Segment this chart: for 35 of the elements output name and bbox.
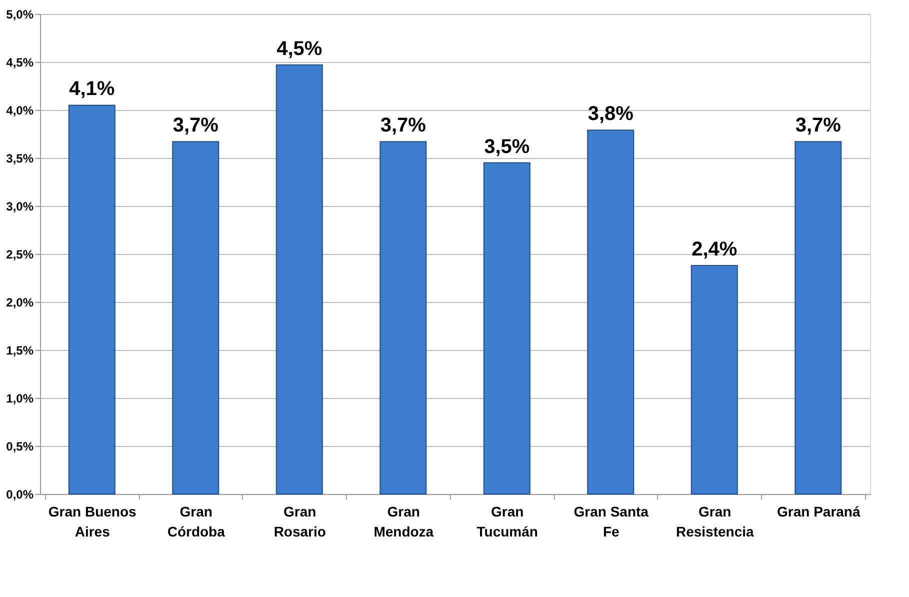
y-tick-label: 3,0% bbox=[6, 200, 34, 214]
data-label: 3,8% bbox=[588, 103, 634, 126]
data-label: 2,4% bbox=[692, 238, 738, 261]
bar bbox=[794, 141, 842, 494]
bar bbox=[380, 141, 427, 494]
y-tick-label: 1,5% bbox=[6, 344, 34, 358]
y-tick-label: 5,0% bbox=[6, 8, 34, 22]
y-tick-label: 2,0% bbox=[6, 296, 34, 310]
y-tick-label: 0,0% bbox=[6, 488, 34, 502]
y-tick-label: 0,5% bbox=[6, 440, 34, 454]
x-tick-label: Gran Córdoba bbox=[167, 504, 226, 540]
x-tick-label: Gran Resistencia bbox=[676, 504, 754, 540]
x-tick-label: Gran Paraná bbox=[776, 504, 860, 520]
data-label: 3,7% bbox=[795, 114, 842, 137]
bar bbox=[276, 64, 323, 494]
data-label: 3,7% bbox=[172, 114, 219, 137]
y-tick-label: 2,5% bbox=[6, 248, 34, 262]
bar bbox=[587, 130, 634, 494]
data-label: 3,7% bbox=[380, 114, 426, 137]
data-label: 4,1% bbox=[69, 78, 115, 100]
y-tick-label: 4,5% bbox=[6, 56, 34, 70]
data-label: 3,5% bbox=[484, 136, 530, 158]
y-tick-label: 4,0% bbox=[6, 104, 34, 118]
y-tick-label: 3,5% bbox=[6, 152, 34, 166]
x-tick-label: Gran Buenos Aires bbox=[48, 504, 137, 540]
x-tick-label: Gran Mendoza bbox=[374, 504, 434, 540]
data-label: 4,5% bbox=[276, 38, 322, 60]
bar bbox=[483, 162, 530, 494]
bar bbox=[690, 265, 738, 494]
x-tick-label: Gran Tucumán bbox=[476, 504, 538, 540]
x-tick-label: Gran Rosario bbox=[274, 504, 326, 540]
y-tick-label: 1,0% bbox=[6, 392, 34, 406]
bar bbox=[172, 141, 220, 494]
bar bbox=[68, 104, 116, 494]
x-tick-label: Gran Santa Fe bbox=[574, 504, 649, 540]
